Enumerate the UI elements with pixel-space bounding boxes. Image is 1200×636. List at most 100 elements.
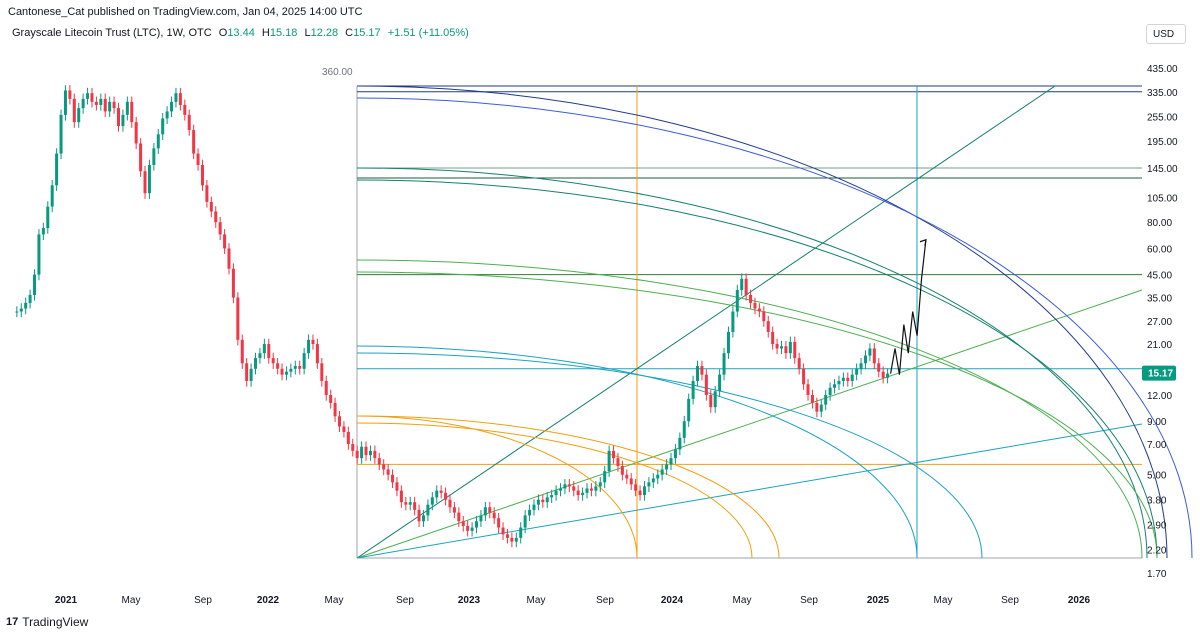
gann-arc <box>356 415 638 559</box>
candle-body <box>881 371 885 378</box>
candle-body <box>240 339 244 364</box>
candle-body <box>603 471 607 483</box>
candle-body <box>426 504 430 516</box>
box-top-label: 360.00 <box>322 67 353 78</box>
candle-body <box>687 398 691 422</box>
candle-body <box>161 118 165 135</box>
x-tick-label: May <box>733 595 752 606</box>
candle-body <box>338 416 341 427</box>
candle-body <box>236 297 240 340</box>
gann-arc <box>356 167 1148 559</box>
candle-body <box>828 387 832 396</box>
candle-body <box>68 90 72 99</box>
candle-body <box>492 512 496 519</box>
candle-body <box>50 185 54 207</box>
candle-body <box>757 308 761 312</box>
brand-name: TradingView <box>22 615 89 629</box>
candle-body <box>855 368 859 375</box>
candle-body <box>581 492 585 496</box>
candle-body <box>479 515 483 522</box>
y-tick-label: 1.70 <box>1147 569 1167 580</box>
currency-button[interactable]: USD <box>1146 24 1186 44</box>
candle-body <box>293 366 297 369</box>
last-price-label: 15.17 <box>1148 369 1173 380</box>
candle-body <box>505 534 509 538</box>
candle-body <box>735 290 739 312</box>
y-tick-label: 5.00 <box>1147 471 1167 482</box>
candle-body <box>634 484 638 491</box>
candle-body <box>868 348 872 356</box>
candle-body <box>125 101 129 115</box>
candle-body <box>77 108 81 123</box>
candle-body <box>461 521 465 526</box>
candle-body <box>554 490 558 496</box>
candle-body <box>342 426 346 432</box>
candle-body <box>307 339 311 354</box>
candle-body <box>81 98 85 109</box>
candle-body <box>722 353 726 375</box>
candle-body <box>196 153 200 165</box>
candle-body <box>417 509 421 522</box>
candle-body <box>218 222 222 235</box>
gann-arc <box>356 352 983 559</box>
candle-body <box>660 469 664 475</box>
candle-body <box>726 331 730 354</box>
candle-body <box>147 164 151 194</box>
candle-body <box>112 101 116 109</box>
candle-body <box>421 515 425 522</box>
candle-body <box>475 521 479 528</box>
x-tick-label: 2022 <box>257 595 280 606</box>
candle-body <box>700 366 704 375</box>
x-tick-label: 2024 <box>661 595 684 606</box>
gann-arc <box>356 97 1193 559</box>
y-tick-label: 105.00 <box>1147 193 1178 204</box>
candle-body <box>249 368 253 381</box>
candlesticks <box>15 85 927 548</box>
candle-body <box>638 490 642 496</box>
candle-body <box>439 490 443 493</box>
candle-body <box>404 502 408 505</box>
candle-body <box>572 486 576 491</box>
candle-body <box>784 346 788 354</box>
candle-body <box>678 437 682 450</box>
candle-body <box>448 499 452 508</box>
y-tick-label: 2.90 <box>1147 520 1167 531</box>
candle-body <box>673 449 677 459</box>
candle-body <box>360 446 364 459</box>
candle-body <box>691 380 695 399</box>
x-tick-label: 2023 <box>458 595 481 606</box>
last-price-badge <box>1142 365 1176 381</box>
x-tick-label: Sep <box>800 595 818 606</box>
candle-body <box>364 446 368 456</box>
candle-body <box>718 374 722 392</box>
candle-body <box>63 90 67 115</box>
gann-drawings: 360.00 <box>322 67 1193 559</box>
candle-body <box>709 395 713 408</box>
x-tick-label: Sep <box>194 595 212 606</box>
candle-body <box>143 171 147 194</box>
y-tick-label: 12.00 <box>1147 391 1172 402</box>
candle-body <box>284 371 288 375</box>
y-tick-label: 16.00 <box>1147 365 1172 376</box>
candle-body <box>320 363 324 381</box>
candle-body <box>771 331 775 345</box>
y-tick-label: 80.00 <box>1147 218 1172 229</box>
candle-body <box>466 525 470 531</box>
low-label: L <box>304 27 311 39</box>
candle-body <box>24 302 28 309</box>
candle-body <box>408 502 412 505</box>
candle-body <box>391 474 395 483</box>
gann-arc <box>356 85 1168 559</box>
candle-body <box>519 527 523 538</box>
y-tick-label: 27.00 <box>1147 317 1172 328</box>
candle-body <box>576 490 580 496</box>
candle-body <box>536 499 540 505</box>
candle-body <box>488 507 492 513</box>
candle-body <box>744 278 748 295</box>
candle-body <box>15 311 19 313</box>
candle-body <box>444 492 448 500</box>
candle-body <box>19 308 23 312</box>
candle-body <box>311 339 315 345</box>
candle-body <box>656 474 660 479</box>
